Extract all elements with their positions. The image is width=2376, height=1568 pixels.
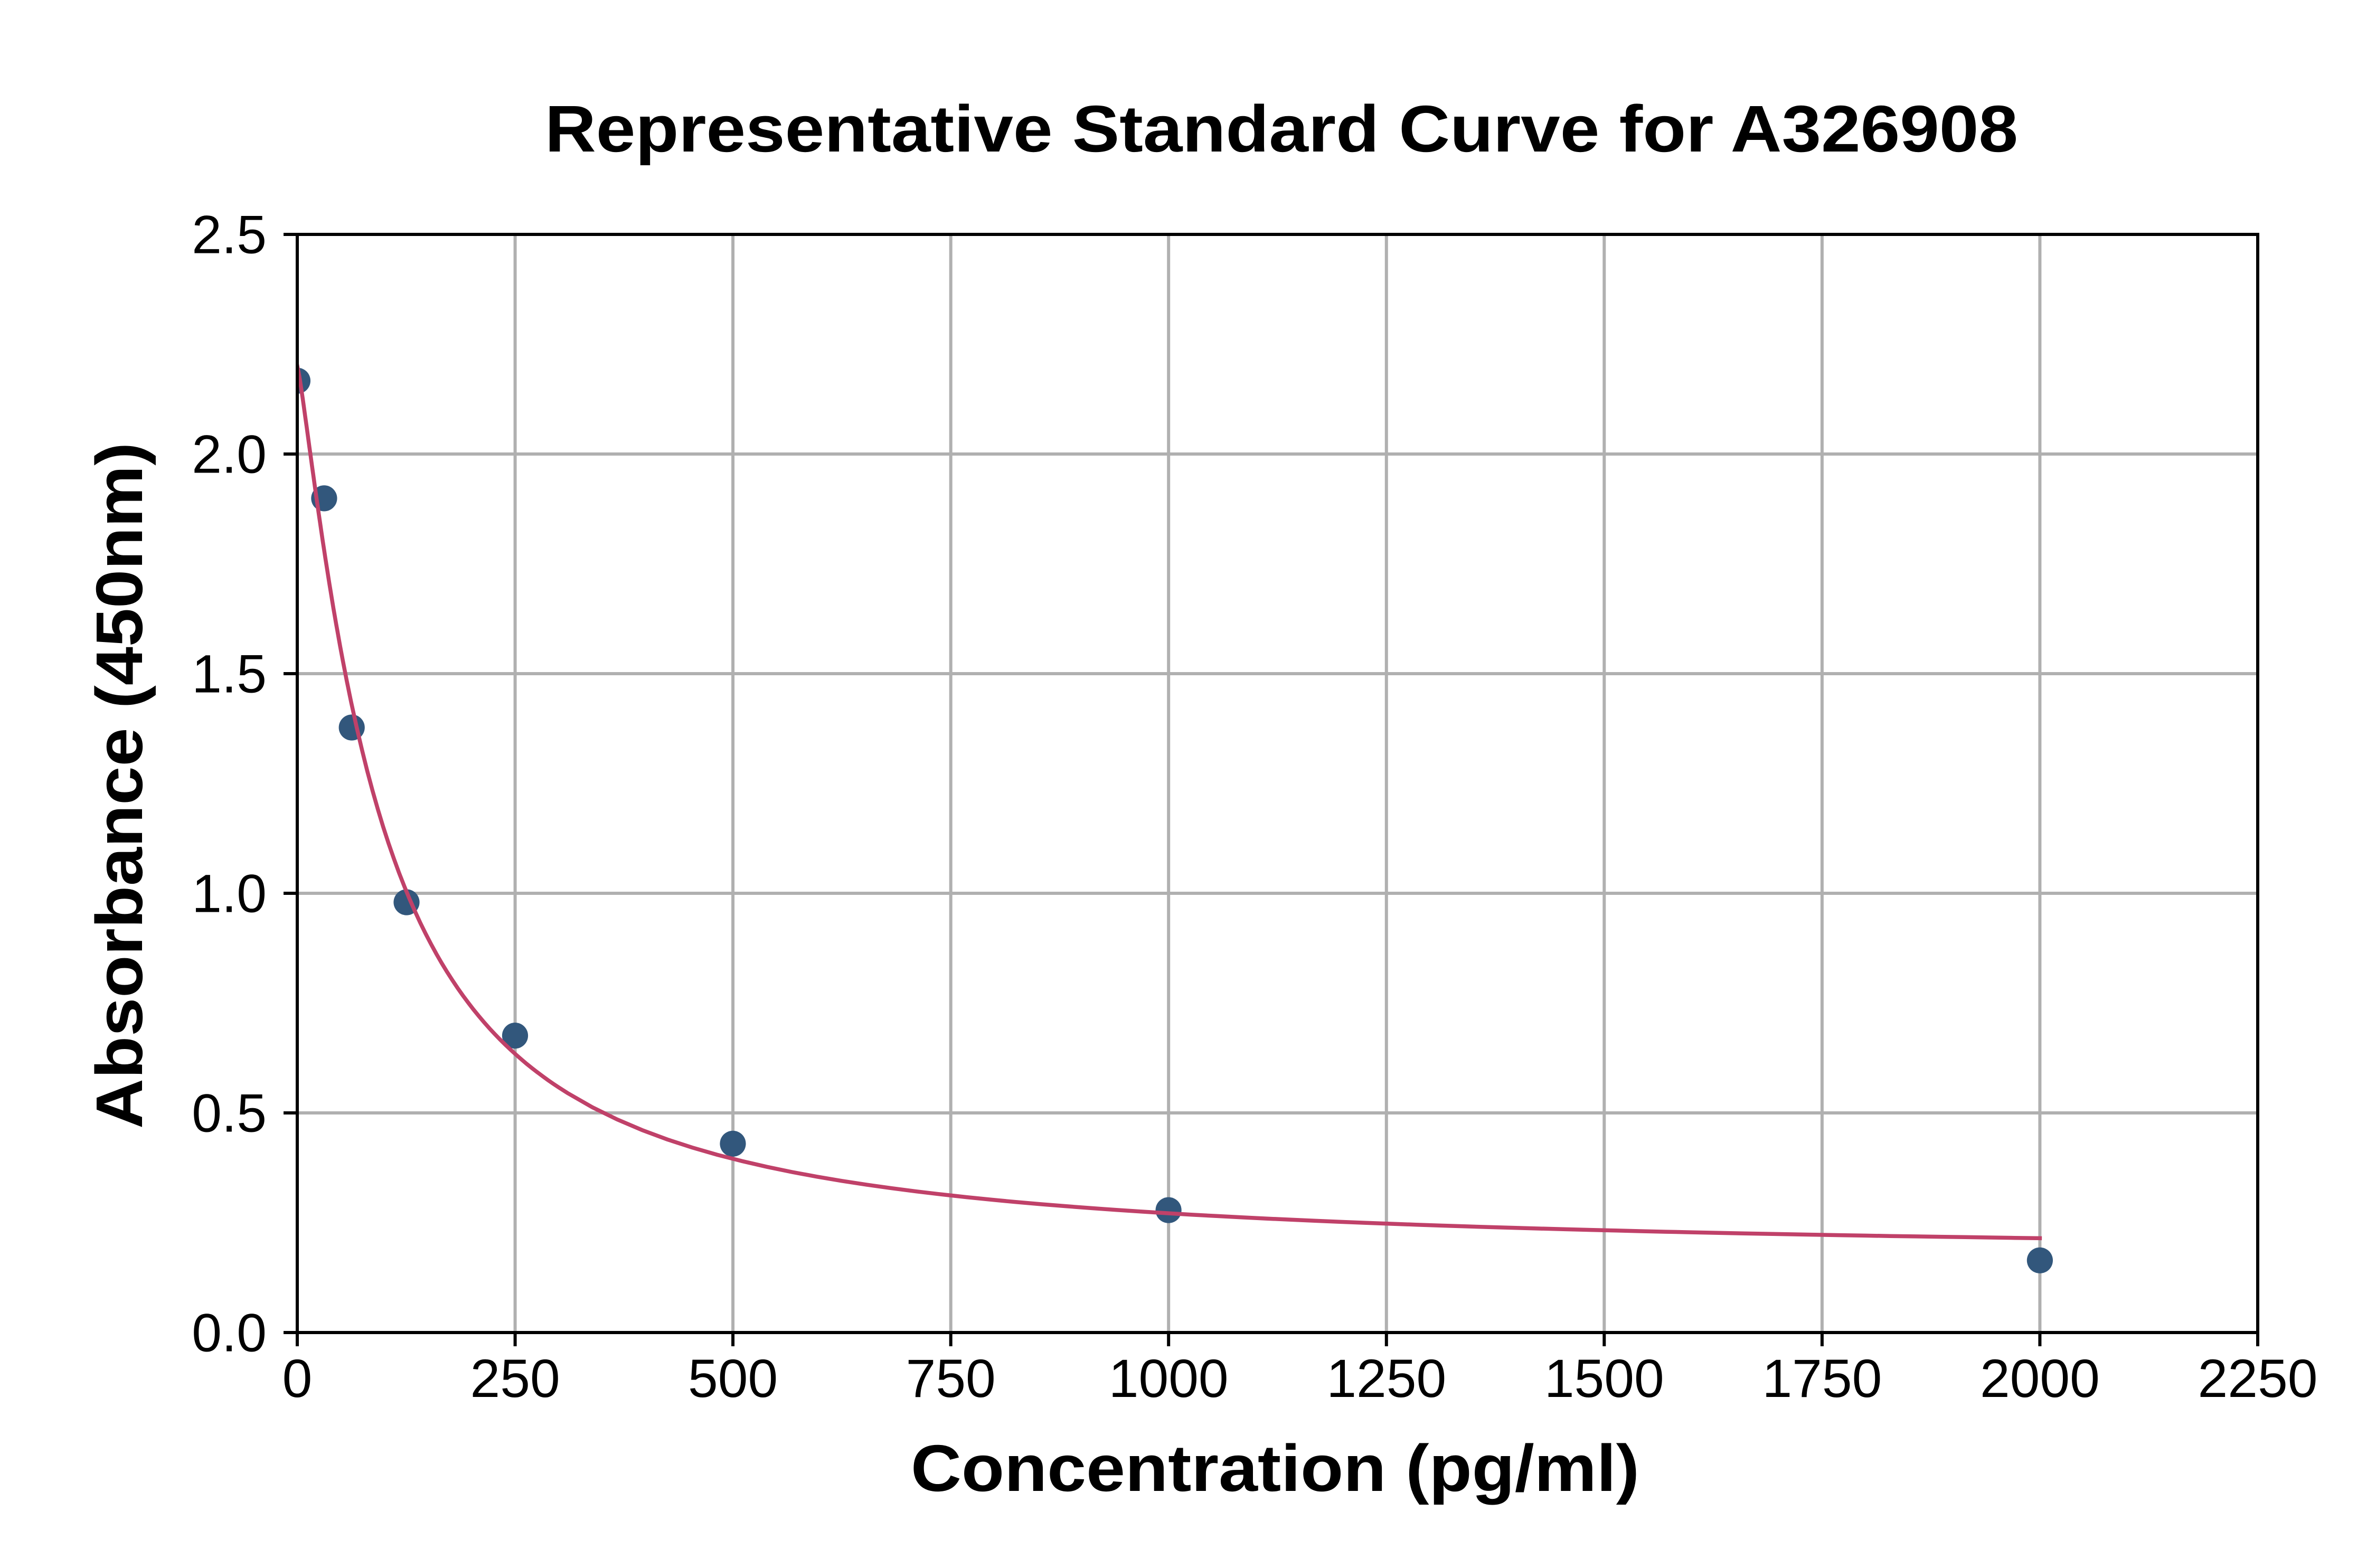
- svg-text:0.5: 0.5: [192, 1083, 267, 1144]
- svg-text:2.0: 2.0: [192, 424, 267, 485]
- svg-text:2000: 2000: [1980, 1348, 2100, 1409]
- svg-text:Concentration (pg/ml): Concentration (pg/ml): [911, 1432, 1639, 1505]
- svg-text:1.5: 1.5: [192, 644, 267, 704]
- svg-text:1.0: 1.0: [192, 864, 267, 924]
- svg-text:250: 250: [470, 1348, 560, 1409]
- svg-text:Representative Standard Curve: Representative Standard Curve for A32690…: [545, 92, 2018, 166]
- svg-text:Absorbance (450nm): Absorbance (450nm): [83, 442, 156, 1129]
- svg-text:1750: 1750: [1762, 1348, 1882, 1409]
- svg-text:0.0: 0.0: [192, 1303, 267, 1363]
- svg-text:2.5: 2.5: [192, 205, 267, 265]
- svg-text:0: 0: [282, 1348, 313, 1409]
- svg-text:1000: 1000: [1109, 1348, 1229, 1409]
- svg-text:1250: 1250: [1326, 1348, 1446, 1409]
- svg-text:500: 500: [688, 1348, 778, 1409]
- svg-text:2250: 2250: [2198, 1348, 2318, 1409]
- svg-text:750: 750: [906, 1348, 996, 1409]
- svg-text:1500: 1500: [1544, 1348, 1664, 1409]
